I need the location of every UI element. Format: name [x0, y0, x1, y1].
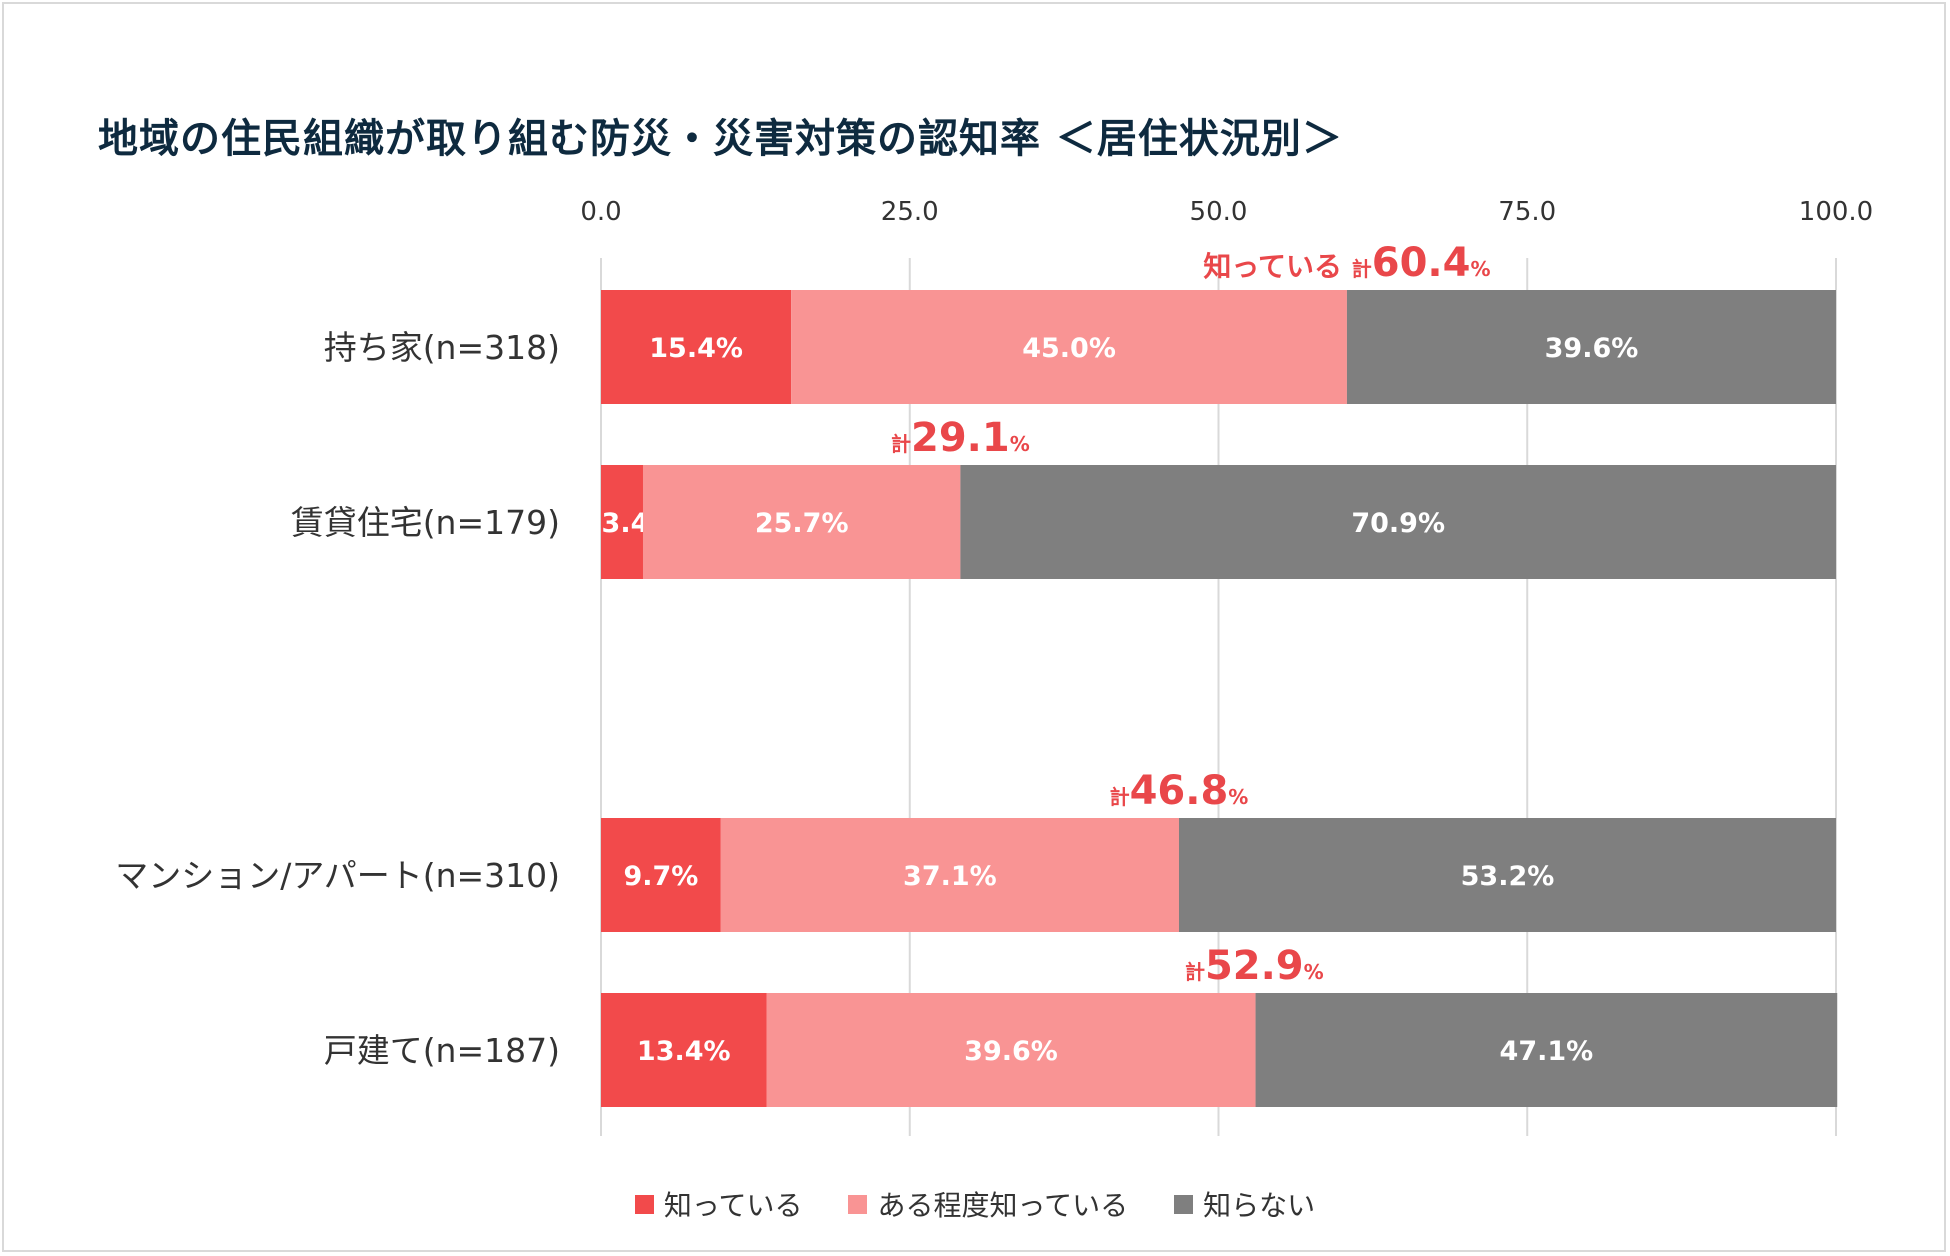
category-label: 賃貸住宅(n=179)	[291, 503, 560, 542]
bar-segment	[601, 993, 767, 1107]
legend-swatch-somewhat	[848, 1194, 868, 1214]
category-label: マンション/アパート(n=310)	[115, 856, 560, 895]
bar-segment	[1178, 818, 1836, 932]
total-label: 計46.8%	[1110, 768, 1249, 814]
category-label: 持ち家(n=318)	[324, 328, 560, 367]
data-label: 70.9%	[1351, 508, 1445, 539]
total-label: 知っている 計60.4%	[1203, 240, 1490, 286]
legend-item-somewhat: ある程度知っている	[848, 1184, 1128, 1224]
data-label: 37.1%	[903, 861, 997, 892]
data-label: 45.0%	[1022, 333, 1116, 364]
data-label: 39.6%	[964, 1036, 1058, 1067]
x-tick-label: 50.0	[1190, 197, 1248, 227]
data-label: 9.7%	[623, 861, 698, 892]
x-tick-label: 100.0	[1799, 197, 1873, 227]
bar-segment	[601, 290, 792, 404]
total-label: 計29.1%	[891, 415, 1030, 461]
bar-segment	[642, 465, 961, 579]
bar-segment	[766, 993, 1256, 1107]
x-tick-label: 25.0	[881, 197, 939, 227]
data-label: 47.1%	[1500, 1036, 1594, 1067]
data-label: 15.4%	[649, 333, 743, 364]
bar-segment	[1255, 993, 1838, 1107]
data-label: 13.4%	[637, 1036, 731, 1067]
total-label: 計52.9%	[1185, 943, 1324, 989]
legend-label-dont: 知らない	[1203, 1189, 1316, 1222]
legend-label-know: 知っている	[663, 1189, 803, 1222]
data-label: 25.7%	[755, 508, 849, 539]
chart-title: 地域の住民組織が取り組む防災・災害対策の認知率 ＜居住状況別＞	[98, 116, 1343, 162]
legend-item-know: 知っている	[634, 1184, 803, 1224]
bar-segment	[1346, 290, 1836, 404]
category-label: 戸建て(n=187)	[324, 1031, 560, 1070]
legend-swatch-dont	[1174, 1194, 1194, 1214]
bar-segment	[720, 818, 1179, 932]
x-tick-label: 0.0	[580, 197, 621, 227]
bar-segment	[601, 465, 643, 579]
legend-label-somewhat: ある程度知っている	[877, 1189, 1129, 1222]
data-label: 39.6%	[1545, 333, 1639, 364]
bar-segment	[791, 290, 1347, 404]
legend-swatch-know	[634, 1194, 654, 1214]
bar-segment	[960, 465, 1836, 579]
legend: 知っている ある程度知っている 知らない	[0, 1184, 1950, 1224]
data-label: 53.2%	[1461, 861, 1555, 892]
bar-segment	[601, 818, 721, 932]
legend-item-dont: 知らない	[1174, 1184, 1315, 1224]
x-tick-label: 75.0	[1498, 197, 1556, 227]
